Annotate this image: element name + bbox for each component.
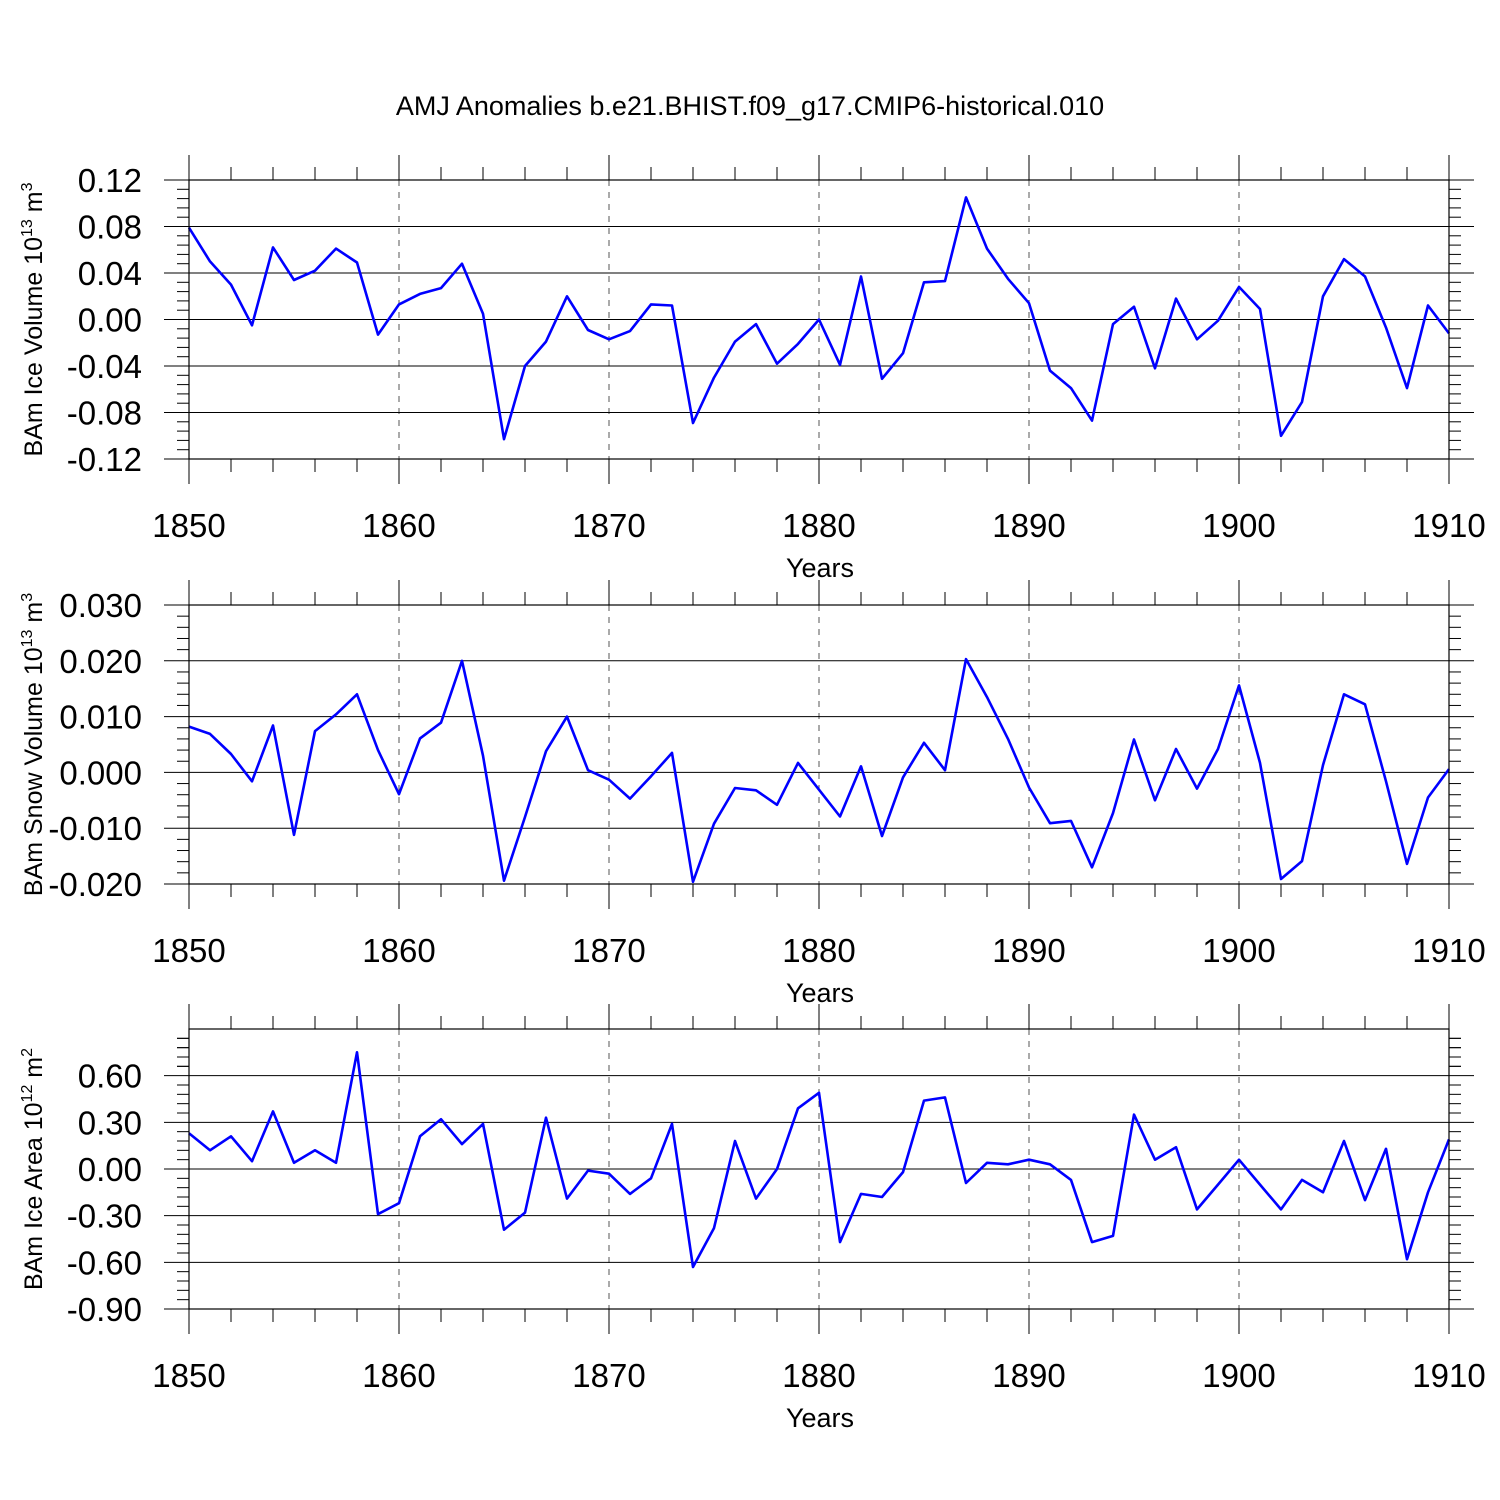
ice-volume-minor-ticks: [177, 167, 1461, 472]
ice-area-series-line: [188, 1051, 1451, 1269]
snow-volume-x-tick-label: 1880: [782, 932, 855, 969]
ice-volume-series-line: [187, 196, 1451, 441]
snow-volume-y-tick-label: 0.020: [59, 643, 142, 680]
ice-area-y-tick-label: -0.60: [67, 1244, 142, 1281]
ice-area-x-tick-label: 1860: [362, 1357, 435, 1394]
snow-volume-x-tick-label: 1910: [1412, 932, 1485, 969]
ice-area-ylabel-text: BAm Ice Area 10: [20, 1102, 48, 1290]
ice-volume-ylabel-exponent: 13: [19, 219, 36, 237]
ice-area-series: [188, 1051, 1451, 1269]
ice-area-y-tick-label: -0.30: [67, 1198, 142, 1235]
ice-volume-x-tick-label: 1860: [362, 507, 435, 544]
ice-volume-y-tick-label: -0.12: [67, 441, 142, 478]
snow-volume-series: [188, 657, 1451, 884]
ice-volume-panel: 1850 1860 1870 1880 1890 1900 1910 -0.12-0.08-…: [19, 155, 1486, 583]
snow-volume-frame-rect: [188, 604, 1450, 885]
ice-area-x-tick-label: 1910: [1412, 1357, 1485, 1394]
ice-area-y-tick-label: -0.90: [67, 1291, 142, 1328]
snow-volume-panel: 1850 1860 1870 1880 1890 1900 1910 -0.020 -0.01…: [19, 580, 1486, 1008]
ice-area-x-tick-label: 1870: [572, 1357, 645, 1394]
ice-volume-y-tick-label: -0.08: [67, 395, 142, 432]
snow-volume-y-tick-label: 0.010: [59, 699, 142, 736]
snow-volume-y-tick-label: 0.030: [59, 587, 142, 624]
ice-area-y-axis-label: BAm Ice Area 1012 m2: [19, 1048, 48, 1290]
ice-area-x-tick-label: 1890: [992, 1357, 1065, 1394]
snow-volume-ylabel-text: BAm Snow Volume 10: [20, 647, 48, 896]
ice-area-x-tick-label: 1850: [152, 1357, 225, 1394]
ice-volume-x-tick-label: 1910: [1412, 507, 1485, 544]
ice-volume-y-tick-label: -0.04: [67, 348, 142, 385]
ice-volume-ylabel-text: BAm Ice Volume 10: [20, 237, 48, 457]
ice-volume-ylabel-unit: m: [20, 191, 48, 219]
snow-volume-x-tick-label: 1860: [362, 932, 435, 969]
snow-volume-ylabel-unit: m: [20, 602, 48, 630]
ice-volume-x-tick-label: 1850: [152, 507, 225, 544]
snow-volume-series-line: [188, 657, 1451, 884]
ice-area-x-ticks: 1850 1860 1870 1880 1890 1900 1910: [152, 1004, 1486, 1394]
ice-area-ylabel-unit: m: [20, 1057, 48, 1085]
snow-volume-plot-frame: [188, 604, 1450, 885]
ice-area-y-tick-label: 0.00: [78, 1151, 142, 1188]
ice-volume-y-tick-label: 0.08: [78, 209, 142, 246]
ice-area-panel: 1850 1860 1870 1880 1890 1900 1910 -0.90-0.60-…: [19, 1004, 1486, 1433]
ice-volume-y-tick-label: 0.04: [78, 255, 142, 292]
ice-volume-y-ticks: -0.12 -0.08 -0.04 0.00 0.04 0.08 0.12: [67, 162, 1474, 478]
ice-volume-x-tick-label: 1870: [572, 507, 645, 544]
ice-area-x-axis-label: Years: [786, 1403, 854, 1433]
ice-area-y-tick-label: 0.30: [78, 1104, 142, 1141]
snow-volume-y-tick-label: 0.000: [59, 754, 142, 791]
snow-volume-y-tick-label: -0.010: [48, 810, 142, 847]
snow-volume-x-tick-label: 1850: [152, 932, 225, 969]
ice-volume-frame-rect: [188, 179, 1450, 460]
snow-volume-x-tick-label: 1890: [992, 932, 1065, 969]
snow-volume-x-axis-label: Years: [786, 978, 854, 1008]
snow-volume-x-tick-label: 1900: [1202, 932, 1275, 969]
snow-volume-ylabel-exponent: 13: [19, 629, 36, 647]
ice-area-minor-ticks: [177, 1016, 1461, 1322]
ice-volume-y-axis-label: BAm Ice Volume 1013 m3: [19, 182, 48, 456]
ice-area-y-ticks: -0.90 -0.60 -0.30 0.00 0.30 0.60: [67, 1058, 1474, 1328]
ice-volume-x-ticks: 1850 1860 1870 1880 1890 1900 1910: [152, 155, 1486, 544]
snow-volume-y-tick-label: -0.020: [48, 866, 142, 903]
ice-area-y-tick-label: 0.60: [78, 1058, 142, 1095]
ice-volume-y-tick-label: 0.00: [78, 302, 142, 339]
snow-volume-ylabel-unit-exponent: 3: [19, 593, 36, 602]
snow-volume-x-ticks: 1850 1860 1870 1880 1890 1900 1910: [152, 580, 1486, 969]
ice-volume-x-tick-label: 1880: [782, 507, 855, 544]
ice-area-plot-frame: [188, 1028, 1450, 1310]
ice-area-x-tick-label: 1900: [1202, 1357, 1275, 1394]
snow-volume-x-tick-label: 1870: [572, 932, 645, 969]
snow-volume-minor-ticks: [177, 592, 1461, 897]
snow-volume-y-axis-label: BAm Snow Volume 1013 m3: [19, 593, 48, 896]
chart-title: AMJ Anomalies b.e21.BHIST.f09_g17.CMIP6-…: [396, 91, 1104, 121]
ice-volume-x-tick-label: 1900: [1202, 507, 1275, 544]
ice-volume-y-tick-label: 0.12: [78, 162, 142, 199]
ice-area-ylabel-unit-exponent: 2: [19, 1048, 36, 1057]
ice-volume-x-tick-label: 1890: [992, 507, 1065, 544]
snow-volume-gridlines: [398, 605, 1240, 884]
ice-area-frame-rect: [188, 1028, 1450, 1310]
ice-volume-plot-frame: [188, 179, 1450, 460]
ice-area-ylabel-exponent: 12: [19, 1085, 36, 1103]
ice-volume-x-axis-label: Years: [786, 553, 854, 583]
ice-volume-ylabel-unit-exponent: 3: [19, 182, 36, 191]
ice-area-x-tick-label: 1880: [782, 1357, 855, 1394]
ice-volume-series: [187, 196, 1451, 441]
